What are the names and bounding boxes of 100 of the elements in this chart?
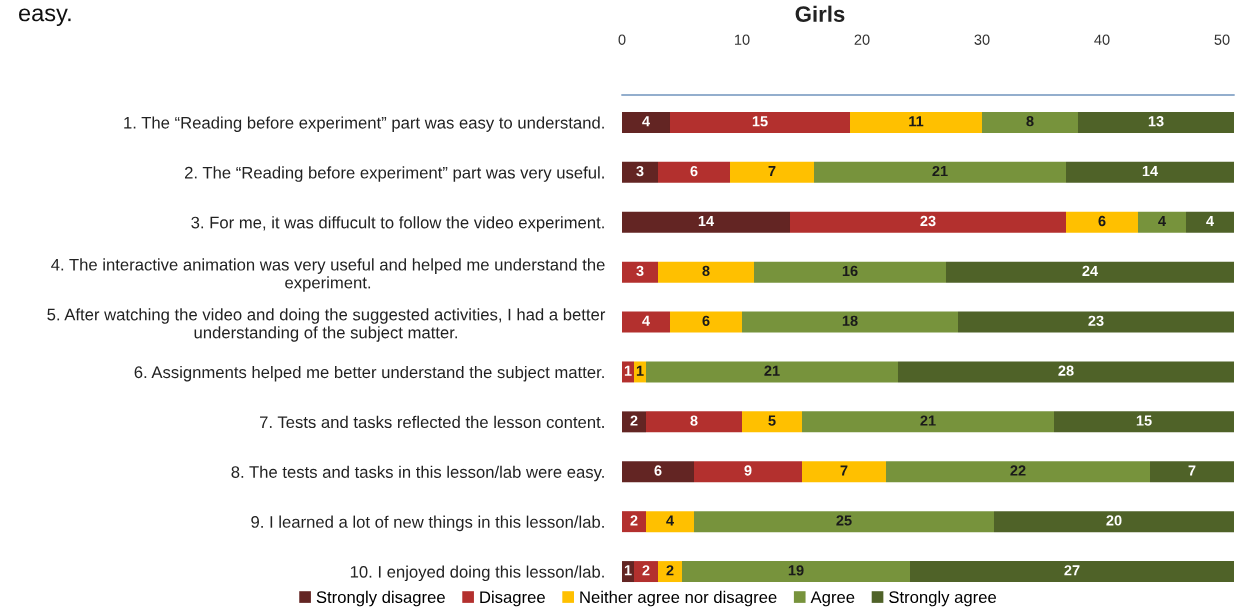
data-label: 28 [1058,365,1074,376]
bar [754,261,946,283]
y-tick-label: 6. Assignments helped me better understand the subject matter. [134,365,604,382]
bar [682,561,910,583]
y-tick-label: 1. The “Reading before experiment” part was easy to understand. [124,116,604,132]
bar [622,411,646,433]
data-label: 11 [909,116,924,127]
data-label: 16 [842,265,858,277]
bar [982,111,1078,133]
bar [1078,111,1234,133]
data-label: 27 [1064,565,1080,576]
bar [634,561,658,583]
data-label: 24 [1082,265,1099,276]
y-tick-label: 10. I enjoyed doing this lesson/lab. [350,565,604,582]
bar [730,161,814,183]
data-label: 1 [624,565,632,576]
data-label: 18 [842,315,858,326]
data-label: 3 [636,265,644,277]
bar [622,161,658,183]
data-label: 14 [698,215,715,227]
x-tick-label: 10 [735,34,750,45]
data-label: 21 [764,365,780,376]
x-tick-label: 50 [1214,34,1230,45]
data-label: 2 [630,415,638,426]
bar [946,261,1234,283]
bar [658,161,730,183]
bar [622,461,694,483]
bar [622,111,670,133]
data-label: 9 [744,465,752,476]
y-tick-label: 9. I learned a lot of new things in this lesson/lab. [251,515,604,532]
data-label: 22 [1010,465,1026,476]
data-label: 19 [788,565,804,576]
data-label: 6 [1098,215,1106,227]
data-label: 5 [768,415,776,426]
bar [742,411,802,433]
data-label: 2 [642,565,650,576]
data-label: 6 [690,165,698,177]
data-label: 4 [1206,215,1214,227]
bar [790,211,1066,233]
bar [646,361,898,383]
data-label: 21 [932,165,948,177]
y-tick-label: 4. The interactive animation was very useful and helped me understand the experiment. [51,258,605,292]
bar [1150,461,1234,483]
data-label: 25 [836,515,852,526]
legend-label: Strongly disagree [316,590,445,607]
bar [646,511,694,533]
bar [898,361,1234,383]
y-tick-label: 2. The “Reading before experiment” part was very useful. [184,166,604,182]
data-label: 15 [752,116,768,127]
data-label: 3 [636,165,644,177]
bar [658,261,754,283]
data-label: 4 [642,116,650,127]
data-label: 2 [666,565,674,576]
x-tick-label: 40 [1094,34,1110,45]
data-label: 4 [1158,215,1166,227]
bar [910,561,1234,583]
bar [1066,211,1138,233]
legend-label: Disagree [480,590,545,607]
bar [694,511,994,533]
data-label: 8 [690,415,698,426]
bar [694,461,802,483]
data-label: 7 [768,166,776,177]
data-label: 23 [1088,315,1104,326]
data-label: 23 [920,215,936,227]
data-label: 13 [1148,116,1164,127]
bar [814,161,1066,183]
data-label: 8 [702,265,710,277]
text: easy. [19,8,71,27]
bar [886,461,1150,483]
data-label: 1 [624,365,632,376]
data-label: 21 [920,415,936,426]
bar [958,311,1234,333]
data-label: 15 [1136,415,1152,426]
data-label: 8 [1026,116,1034,127]
bar [658,561,682,583]
bar [622,311,670,333]
data-label: 4 [666,515,674,526]
y-tick-label: 7. Tests and tasks reflected the lesson content. [260,415,604,429]
data-label: 20 [1106,515,1122,526]
data-label: 6 [654,465,662,476]
bar [802,411,1054,433]
data-label: 4 [642,315,650,326]
bar [1186,211,1234,233]
bar [850,111,982,133]
y-tick-label: 5. After watching the video and doing the suggested activities, I had a better understanding of the subject matter. [47,308,606,342]
bar [622,261,658,283]
data-label: 1 [636,365,644,376]
data-label: 2 [630,515,638,526]
bar [622,511,646,533]
legend-label: Agree [810,591,855,607]
bar [742,311,958,333]
bar [1054,411,1234,433]
y-tick-label: 8. The tests and tasks in this lesson/lab were easy. [231,465,604,482]
x-tick-label: 30 [974,34,990,45]
bar [622,211,790,233]
bar [670,111,850,133]
data-label: 14 [1142,166,1159,177]
legend-label: Strongly agree [889,590,997,607]
bar [1138,211,1186,233]
bar [1066,161,1234,183]
